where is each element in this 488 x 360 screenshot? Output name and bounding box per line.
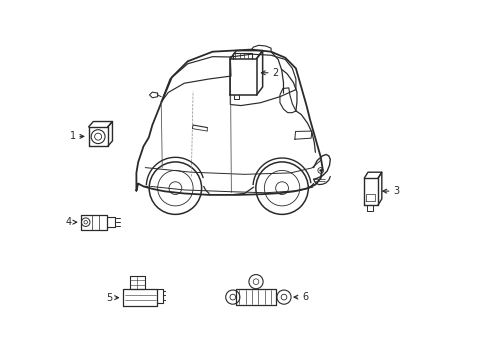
Text: 6: 6 — [302, 292, 308, 302]
Text: 1: 1 — [69, 131, 76, 141]
Text: 5: 5 — [105, 293, 112, 303]
Text: 3: 3 — [392, 186, 398, 196]
Text: 4: 4 — [65, 217, 71, 227]
Circle shape — [319, 169, 321, 171]
Text: 2: 2 — [272, 68, 278, 78]
